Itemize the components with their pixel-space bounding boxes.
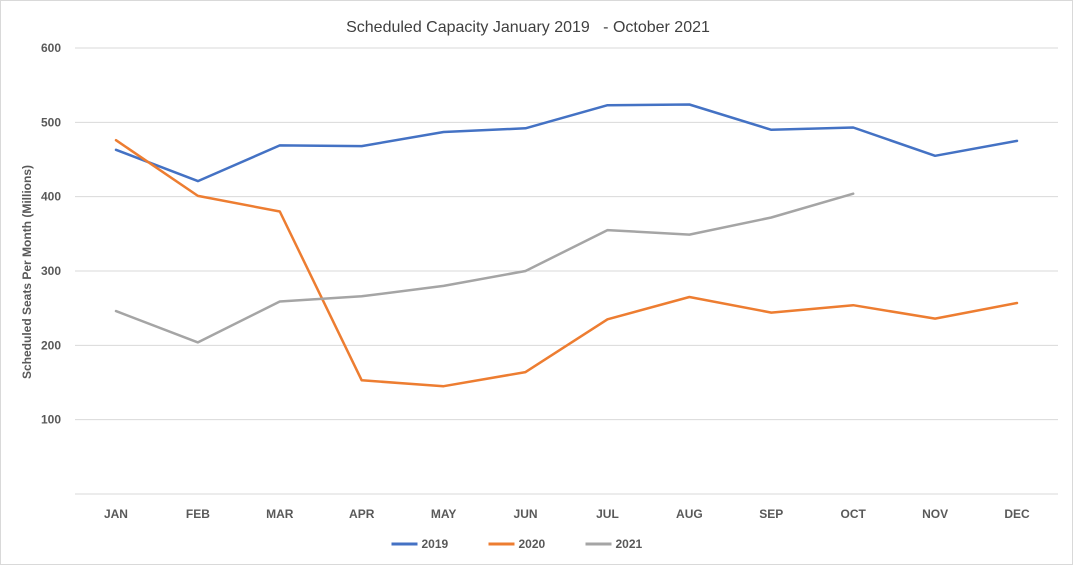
x-tick-label: OCT	[841, 507, 867, 521]
x-tick-label: SEP	[759, 507, 783, 521]
legend-item-2020: 2020	[488, 537, 546, 551]
y-tick-label: 500	[41, 115, 61, 129]
x-tick-label: NOV	[922, 507, 948, 521]
y-axis-label: Scheduled Seats Per Month (Millions)	[20, 165, 34, 379]
x-tick-label: MAY	[431, 507, 457, 521]
x-axis-ticks: JAN FEB MAR APR MAY JUN JUL AUG SEP OCT NOV DEC	[104, 507, 1030, 521]
series-line-2020	[114, 138, 1019, 388]
x-tick-label: DEC	[1004, 507, 1030, 521]
series-lines	[114, 103, 1019, 388]
x-tick-label: MAR	[266, 507, 294, 521]
legend-item-2019: 2019	[391, 537, 449, 551]
legend-label: 2021	[616, 537, 643, 551]
legend-label: 2019	[422, 537, 449, 551]
y-tick-label: 300	[41, 264, 61, 278]
chart-title: Scheduled Capacity January 2019 - Octobe…	[346, 19, 710, 36]
legend-label: 2020	[519, 537, 546, 551]
legend: 2019 2020 2021	[391, 537, 643, 551]
series-line-2019	[114, 103, 1019, 183]
x-tick-label: JUL	[596, 507, 619, 521]
y-tick-label: 200	[41, 338, 61, 352]
series-line-2021	[114, 192, 855, 344]
y-tick-label: 400	[41, 190, 61, 204]
y-axis-ticks: 100 200 300 400 500 600	[41, 41, 61, 427]
x-tick-label: APR	[349, 507, 375, 521]
x-tick-label: FEB	[186, 507, 210, 521]
x-tick-label: JAN	[104, 507, 128, 521]
x-tick-label: AUG	[676, 507, 703, 521]
y-tick-label: 600	[41, 41, 61, 55]
legend-item-2021: 2021	[585, 537, 643, 551]
x-tick-label: JUN	[514, 507, 538, 521]
y-tick-label: 100	[41, 413, 61, 427]
